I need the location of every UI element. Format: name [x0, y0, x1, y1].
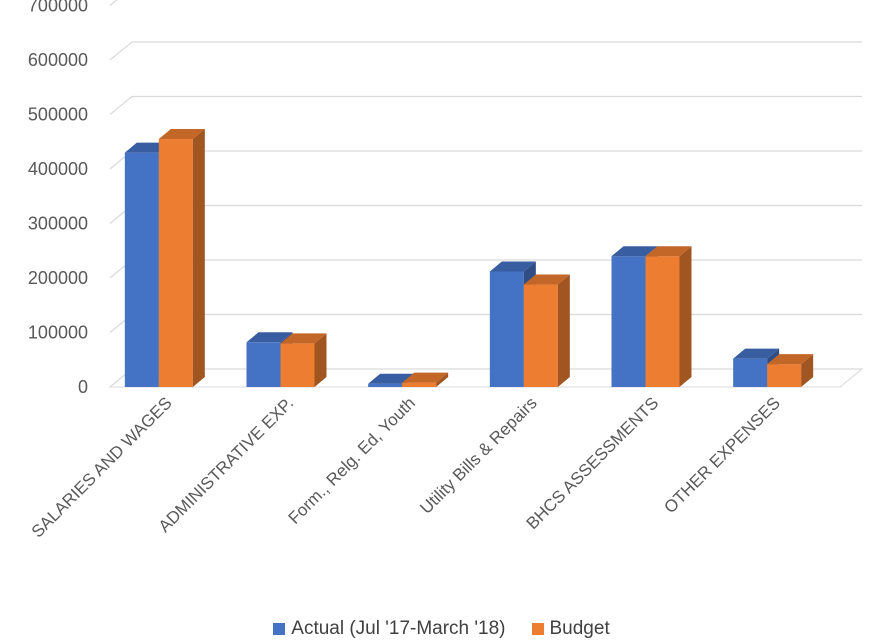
- bar-front-face: [368, 383, 403, 387]
- bar-front-face: [402, 382, 437, 387]
- bar-budget: [523, 274, 570, 387]
- legend-item-actual: Actual (Jul '17-March '18): [273, 618, 506, 640]
- bar-budget: [280, 333, 327, 387]
- bar-top-face: [767, 354, 814, 365]
- bar-side-face: [801, 354, 814, 387]
- x-category-label: OTHER EXPENSES: [660, 393, 784, 517]
- y-tick-label: 600000: [28, 50, 88, 70]
- x-category-label: SALARIES AND WAGES: [28, 393, 176, 541]
- bar-budget: [645, 246, 692, 387]
- y-tick-label: 100000: [28, 323, 88, 343]
- bar-front-face: [280, 343, 315, 387]
- bar-top-face: [611, 246, 658, 257]
- bar-front-face: [733, 358, 768, 387]
- bar-side-face: [679, 246, 692, 387]
- bar-front-face: [124, 152, 159, 387]
- bar-top-face: [402, 372, 449, 383]
- bar-top-face: [280, 333, 327, 344]
- y-tick-label: 0: [78, 377, 88, 397]
- y-tick-label: 400000: [28, 159, 88, 179]
- bars: [124, 129, 814, 387]
- bar-front-face: [246, 342, 281, 387]
- legend-swatch-budget: [531, 623, 544, 635]
- bar-side-face: [557, 274, 570, 387]
- bar-budget: [158, 129, 205, 387]
- bar-actual: [124, 142, 171, 387]
- bar-top-face: [158, 129, 205, 140]
- x-category-label: ADMINISTRATIVE EXP.: [155, 393, 298, 536]
- y-tick-label: 500000: [28, 105, 88, 125]
- gridline: [109, 41, 862, 61]
- bar-side-face: [192, 129, 205, 387]
- bar-front-face: [523, 284, 558, 387]
- legend: Actual (Jul '17-March '18) Budget: [0, 617, 883, 641]
- y-tick-label: 700000: [28, 0, 88, 16]
- bar-side-face: [314, 333, 327, 387]
- bar-top-face: [246, 332, 293, 343]
- bar-top-face: [523, 274, 570, 285]
- gridline: [109, 259, 862, 279]
- bar-side-face: [436, 372, 449, 387]
- bar-front-face: [645, 256, 680, 387]
- y-tick-label: 200000: [28, 268, 88, 288]
- x-category-label: BHCS ASSESSMENTS: [523, 393, 663, 533]
- bar-budget: [767, 354, 814, 387]
- legend-label-actual: Actual (Jul '17-March '18): [291, 618, 506, 639]
- bar-top-face: [489, 261, 536, 272]
- gridlines: [109, 0, 862, 388]
- gridline: [109, 0, 118, 6]
- legend-swatch-actual: [273, 623, 286, 635]
- y-tick-label: 300000: [28, 214, 88, 234]
- legend-label-budget: Budget: [549, 618, 610, 639]
- x-category-label: Utility Bills & Repairs: [416, 393, 540, 517]
- bar-front-face: [767, 364, 802, 387]
- bar-chart: 0 100000 200000 300000 400000 500000 600000 700…: [28, 0, 864, 541]
- bar-top-face: [733, 348, 780, 359]
- x-category-label: Form., Relg. Ed, Youth: [285, 393, 419, 527]
- bar-budget: [402, 372, 449, 387]
- bar-front-face: [611, 256, 646, 387]
- legend-item-budget: Budget: [531, 618, 610, 640]
- gridline: [109, 150, 862, 170]
- gridline: [109, 95, 862, 115]
- gridline: [109, 204, 862, 224]
- y-axis-tick-labels: 0 100000 200000 300000 400000 500000 600000 700…: [28, 0, 88, 397]
- bar-top-face: [645, 246, 692, 257]
- gridline: [109, 313, 862, 333]
- bar-front-face: [489, 271, 524, 387]
- bar-front-face: [158, 139, 193, 387]
- bar-top-face: [368, 373, 415, 384]
